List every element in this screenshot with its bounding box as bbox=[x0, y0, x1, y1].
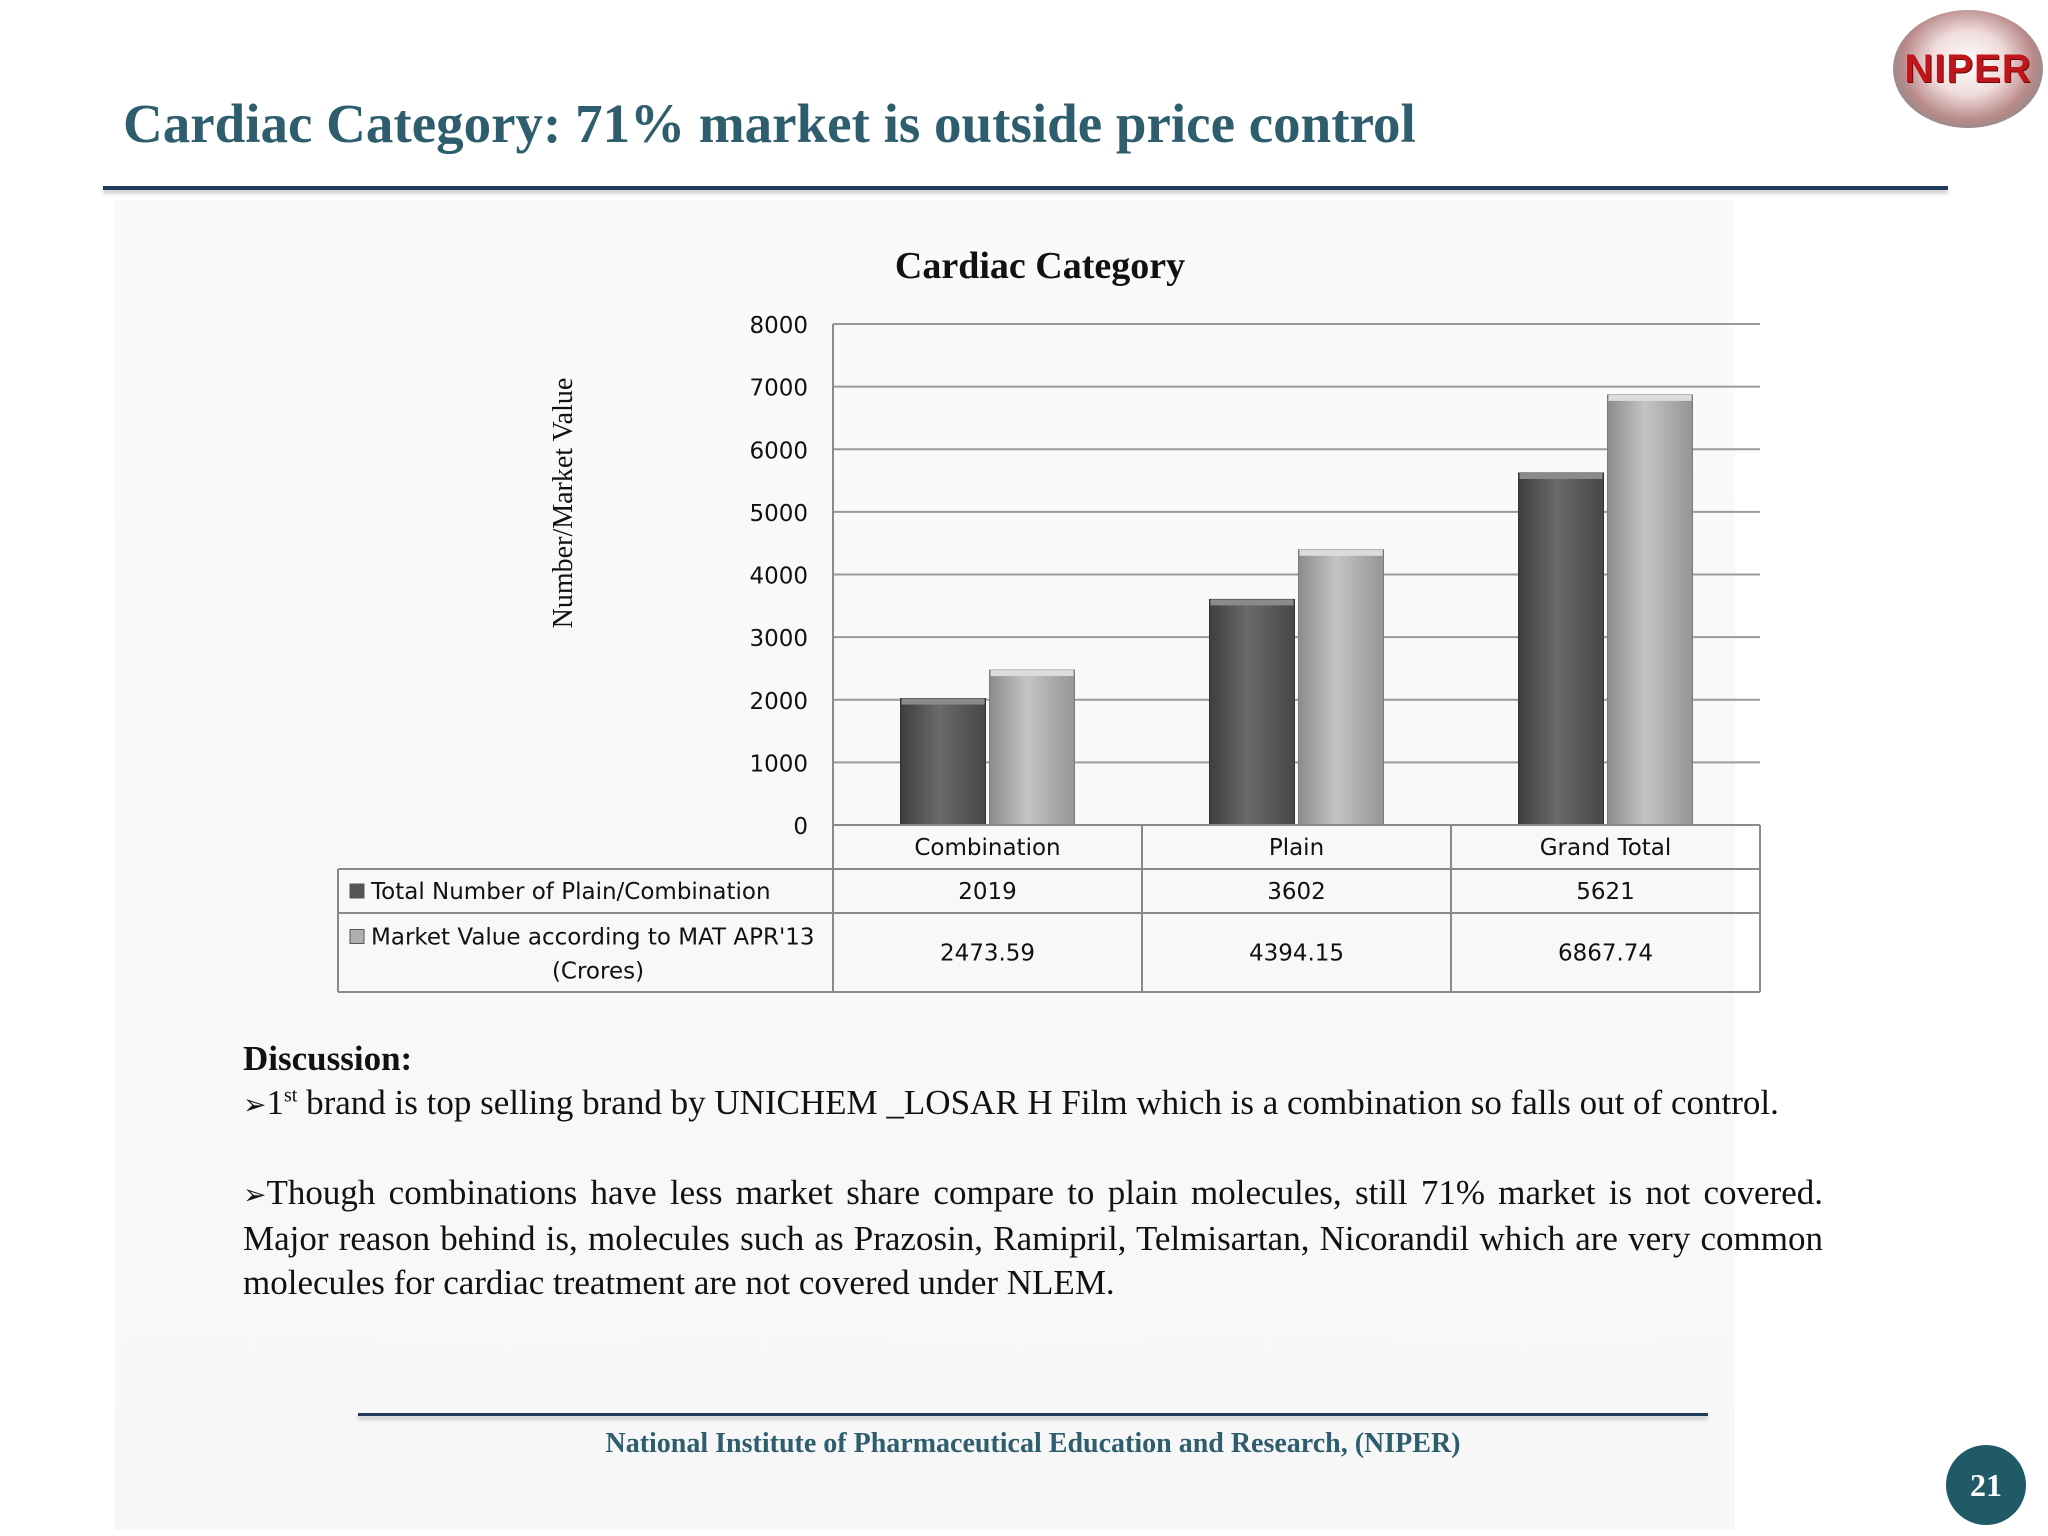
bar-top-highlight bbox=[1519, 472, 1603, 479]
bar bbox=[1298, 549, 1384, 826]
y-tick-label: 4000 bbox=[749, 564, 808, 590]
logo-text: NIPER bbox=[1904, 46, 2032, 91]
footer-divider bbox=[358, 1413, 1708, 1416]
legend-label: Total Number of Plain/Combination bbox=[370, 879, 771, 905]
bar bbox=[1209, 598, 1295, 826]
bar-group bbox=[1607, 394, 1693, 826]
bar-top-highlight bbox=[1608, 394, 1692, 401]
y-tick-label: 8000 bbox=[749, 313, 808, 339]
discussion-bullet-1: ➢1st brand is top selling brand by UNICH… bbox=[243, 1081, 1823, 1127]
y-axis-label: Number/Market Value bbox=[548, 378, 579, 629]
data-label: 2019 bbox=[958, 879, 1017, 905]
y-tick-label: 2000 bbox=[749, 689, 808, 715]
cardiac-category-chart: Cardiac Category Number/Market Value 0 10… bbox=[337, 245, 1761, 993]
y-tick-label: 5000 bbox=[749, 501, 808, 527]
data-label: 2473.59 bbox=[940, 941, 1035, 967]
bar-group bbox=[1518, 472, 1604, 826]
page-title: Cardiac Category: 71% market is outside … bbox=[123, 93, 1416, 154]
discussion-bullet-2: ➢Though combinations have less market sh… bbox=[243, 1171, 1823, 1305]
arrow-bullet-icon: ➢ bbox=[243, 1178, 267, 1211]
bar-top-highlight bbox=[1299, 549, 1383, 556]
x-tick-label: Grand Total bbox=[1540, 835, 1672, 861]
bar-top-highlight bbox=[990, 670, 1074, 677]
bar-group bbox=[1298, 549, 1384, 826]
bullet1-number: 1 bbox=[266, 1083, 284, 1122]
bullet1-text: brand is top selling brand by UNICHEM _L… bbox=[297, 1083, 1779, 1122]
footer-institute-name: National Institute of Pharmaceutical Edu… bbox=[605, 1428, 1461, 1459]
bar bbox=[1518, 472, 1604, 826]
chart-title: Cardiac Category bbox=[895, 245, 1185, 287]
y-tick-labels: 0 1000 2000 3000 4000 5000 6000 7000 8000 bbox=[749, 313, 808, 840]
x-tick-label: Plain bbox=[1269, 835, 1324, 861]
data-label: 3602 bbox=[1267, 879, 1326, 905]
legend-label-line: Market Value according to MAT APR'13 bbox=[371, 925, 815, 951]
content-background bbox=[115, 200, 1735, 1530]
y-tick-label: 7000 bbox=[749, 376, 808, 402]
data-label: 4394.15 bbox=[1249, 941, 1344, 967]
bar bbox=[989, 669, 1075, 826]
page-number-badge: 21 bbox=[1946, 1445, 2026, 1525]
data-table: Combination Plain Grand Total Total Number … bbox=[337, 824, 1761, 993]
y-tick-label: 0 bbox=[793, 814, 808, 840]
discussion: Discussion: ➢1st brand is top selling br… bbox=[243, 1037, 1823, 1305]
data-label: 5621 bbox=[1576, 879, 1635, 905]
bar-group bbox=[989, 669, 1075, 826]
niper-logo: NIPER bbox=[1893, 10, 2043, 128]
data-label: 6867.74 bbox=[1558, 941, 1653, 967]
bullet2-text: Though combinations have less market sha… bbox=[243, 1173, 1823, 1302]
bar-top-highlight bbox=[1210, 599, 1294, 606]
x-tick-label: Combination bbox=[914, 835, 1060, 861]
legend-swatch bbox=[349, 883, 365, 899]
y-tick-label: 3000 bbox=[749, 626, 808, 652]
bars bbox=[900, 394, 1693, 826]
bar-group bbox=[1209, 598, 1295, 826]
bar-top-highlight bbox=[901, 698, 985, 705]
y-tick-label: 6000 bbox=[749, 438, 808, 464]
title-divider bbox=[103, 186, 1948, 190]
bar bbox=[900, 698, 986, 826]
bullet1-superscript: st bbox=[283, 1084, 298, 1107]
arrow-bullet-icon: ➢ bbox=[243, 1088, 267, 1121]
legend-swatch bbox=[349, 929, 365, 944]
legend-label-line: (Crores) bbox=[552, 959, 644, 985]
bar-group bbox=[900, 698, 986, 826]
discussion-heading: Discussion: bbox=[243, 1039, 413, 1078]
y-tick-label: 1000 bbox=[749, 751, 808, 777]
bar bbox=[1607, 394, 1693, 826]
